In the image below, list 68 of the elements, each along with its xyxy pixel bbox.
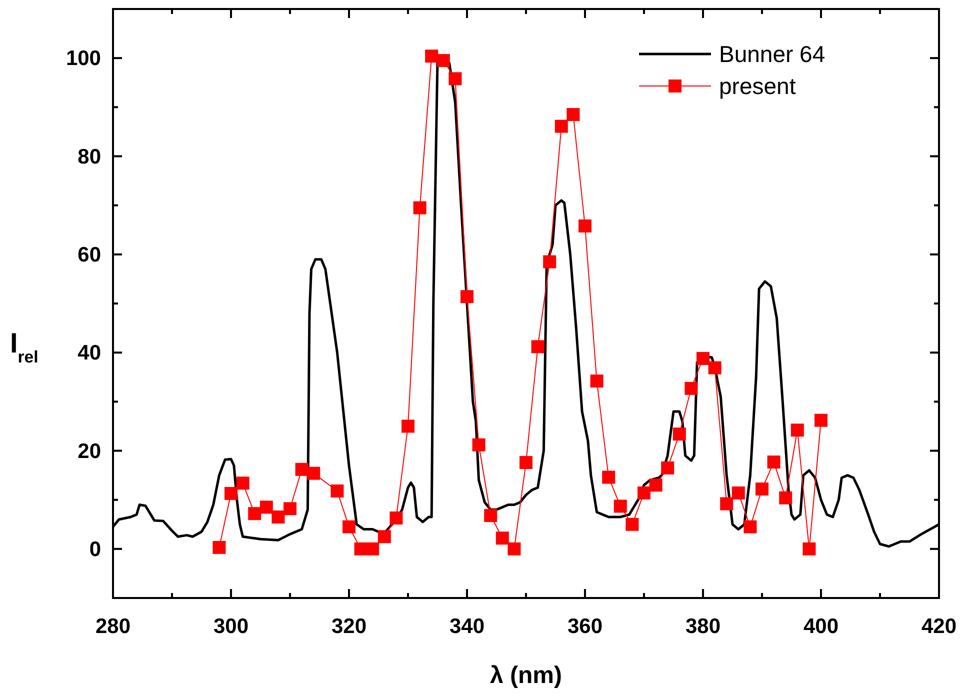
point [236, 476, 250, 490]
point [638, 486, 650, 500]
x-tick-label: 300 [213, 615, 249, 638]
point [436, 54, 450, 68]
point [248, 507, 262, 520]
point [224, 486, 238, 500]
point [661, 461, 674, 474]
point [260, 500, 273, 514]
x-tick-label: 380 [685, 615, 721, 638]
point [307, 466, 320, 480]
x-tick-label: 360 [567, 615, 603, 638]
point [790, 424, 804, 437]
y-tick-label: 0 [89, 538, 101, 561]
y-tick-label: 80 [78, 145, 101, 168]
point [732, 486, 745, 500]
point [330, 484, 344, 498]
point [744, 520, 757, 534]
point [614, 500, 627, 513]
point [425, 50, 438, 63]
point [814, 414, 828, 427]
point [566, 108, 580, 122]
point [626, 518, 639, 531]
y-tick-label: 20 [78, 440, 101, 463]
point [684, 382, 698, 395]
legend-label: Bunner 64 [719, 41, 826, 67]
x-tick-label: 320 [331, 615, 367, 638]
point [756, 482, 768, 496]
point [378, 530, 391, 544]
point [295, 462, 308, 476]
point [390, 511, 403, 524]
point [284, 502, 296, 516]
point [767, 456, 780, 469]
point [720, 497, 734, 510]
legend-label: present [719, 73, 796, 99]
point [272, 510, 285, 524]
point [696, 352, 710, 365]
y-axis-title: I$_{rel}$ [10, 328, 38, 366]
point [460, 290, 474, 304]
point [649, 478, 662, 492]
point [554, 120, 568, 133]
y-tick-label: 100 [66, 47, 101, 70]
point [496, 532, 509, 545]
x-tick-label: 420 [921, 615, 957, 638]
x-axis-title: λ (nm) [490, 662, 562, 689]
point [672, 428, 686, 441]
x-tick-label: 400 [803, 615, 839, 638]
y-tick-label: 60 [78, 243, 101, 266]
point [802, 542, 816, 556]
point [590, 374, 604, 388]
point [531, 340, 544, 354]
point [484, 509, 498, 522]
point [472, 438, 486, 452]
point [508, 542, 521, 556]
point [366, 542, 380, 556]
y-tick-label: 40 [78, 342, 101, 365]
point [342, 520, 356, 534]
point [779, 491, 792, 504]
x-tick-label: 280 [95, 615, 131, 638]
x-tick-label: 340 [449, 615, 485, 638]
point [448, 72, 462, 86]
point [413, 201, 426, 214]
point [402, 420, 414, 433]
point [520, 456, 532, 470]
point [543, 255, 556, 268]
point [602, 470, 616, 484]
point [708, 361, 722, 374]
point [212, 540, 226, 554]
point [578, 219, 592, 232]
